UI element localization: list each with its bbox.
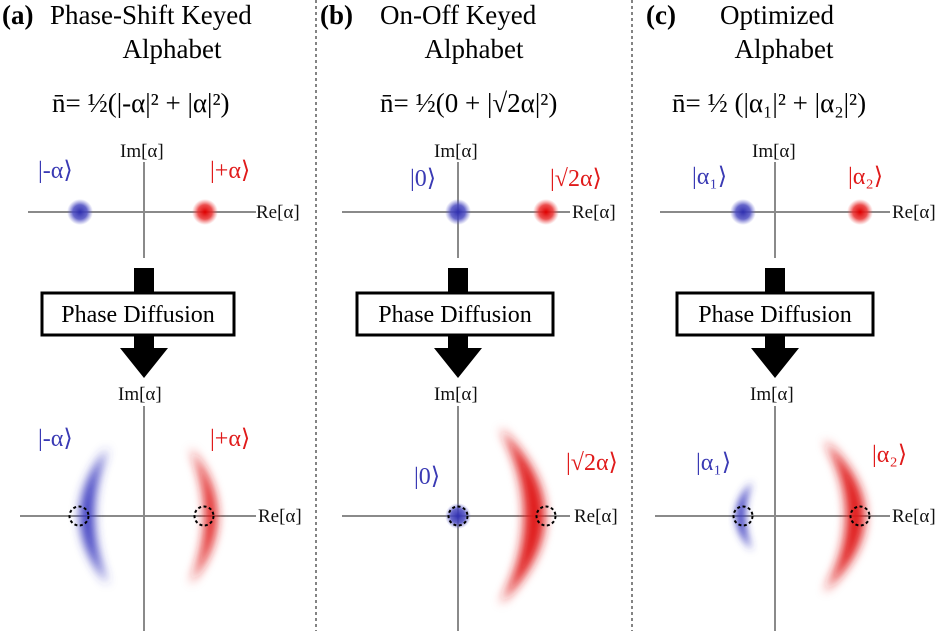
panel-title-line1: Phase-Shift Keyed (50, 0, 252, 30)
phase-diffusion-box (675, 291, 875, 337)
left-state-blob-top (445, 199, 471, 225)
phase-diffusion-box (40, 291, 236, 337)
right-diffused-arc (190, 448, 217, 584)
left-ket-bottom: |-α⟩ (38, 426, 73, 452)
right-ket-bottom: |α₂⟩ (872, 442, 907, 468)
arrow-stem (134, 268, 154, 292)
left-initial-state-marker (68, 505, 90, 527)
left-ket-bottom: |0⟩ (414, 464, 440, 490)
panel-a: (a) Phase-Shift Keyed Alphabet n̄= ½(|-α… (2, 0, 302, 631)
im-axis-label-top: Im[α] (434, 141, 478, 162)
left-state-blob-top (730, 199, 756, 225)
left-state-blob-top (67, 199, 93, 225)
arrow-stem (448, 268, 468, 292)
right-diffused-arc (824, 440, 865, 592)
im-axis-label-top: Im[α] (120, 141, 164, 162)
im-axis-label-bottom: Im[α] (434, 384, 478, 405)
right-initial-state-marker (535, 505, 557, 527)
arrow-stem (765, 268, 785, 292)
down-arrow-icon (120, 336, 168, 378)
formula: n̄= ½(0 + |√2α|²) (380, 88, 557, 118)
im-axis-label-bottom: Im[α] (750, 384, 794, 405)
right-ket-bottom: |√2α⟩ (566, 450, 618, 476)
right-state-blob-top (847, 199, 873, 225)
phase-diffusion-label: Phase Diffusion (378, 302, 532, 328)
panel-title-line1: Optimized (720, 0, 834, 30)
left-ket-top: |α₁⟩ (692, 164, 727, 190)
right-ket-top: |α₂⟩ (848, 164, 883, 190)
right-state-blob-top (533, 199, 559, 225)
phase-diffusion-label: Phase Diffusion (61, 302, 215, 328)
right-diffused-arc (500, 428, 545, 604)
left-initial-state-marker (447, 505, 469, 527)
right-initial-state-marker (193, 505, 215, 527)
im-axis-label-bottom: Im[α] (118, 384, 162, 405)
re-axis-label-top: Re[α] (572, 202, 616, 223)
formula: n̄= ½(|-α|² + |α|²) (52, 88, 230, 118)
down-arrow-icon (751, 336, 799, 378)
re-axis-label-bottom: Re[α] (574, 506, 618, 527)
panel-letter: (b) (320, 0, 353, 30)
phase-diffusion-label: Phase Diffusion (698, 302, 852, 328)
panel-title-line2: Alphabet (425, 34, 524, 64)
left-diffused-arc (736, 482, 752, 550)
down-arrow-icon (434, 336, 482, 378)
panel-letter: (c) (646, 0, 676, 30)
right-initial-state-marker (849, 505, 871, 527)
formula: n̄= ½ (|α₁|² + |α₂|²) (672, 88, 866, 118)
left-ket-top: |0⟩ (410, 166, 436, 192)
left-ket-top: |-α⟩ (38, 158, 73, 184)
panel-title-line2: Alphabet (735, 34, 834, 64)
right-ket-top: |+α⟩ (210, 158, 250, 184)
im-axis-label-top: Im[α] (752, 141, 796, 162)
re-axis-label-top: Re[α] (256, 202, 300, 223)
panel-title-line2: Alphabet (123, 34, 222, 64)
re-axis-label-bottom: Re[α] (258, 506, 302, 527)
left-diffused-arc (80, 448, 108, 584)
panel-title-line1: On-Off Keyed (380, 0, 537, 30)
right-ket-bottom: |+α⟩ (210, 426, 250, 452)
re-axis-label-bottom: Re[α] (892, 506, 936, 527)
panel-b: (b) On-Off Keyed Alphabet n̄= ½(0 + |√2α… (320, 0, 618, 631)
re-axis-label-top: Re[α] (892, 202, 936, 223)
right-state-blob-top (192, 199, 218, 225)
right-ket-top: |√2α⟩ (550, 166, 602, 192)
panel-letter: (a) (2, 0, 33, 30)
phase-diffusion-box (355, 291, 555, 337)
panel-c: (c) Optimized Alphabet n̄= ½ (|α₁|² + |α… (646, 0, 936, 631)
left-initial-state-marker (732, 505, 754, 527)
left-ket-bottom: |α₁⟩ (696, 450, 731, 476)
